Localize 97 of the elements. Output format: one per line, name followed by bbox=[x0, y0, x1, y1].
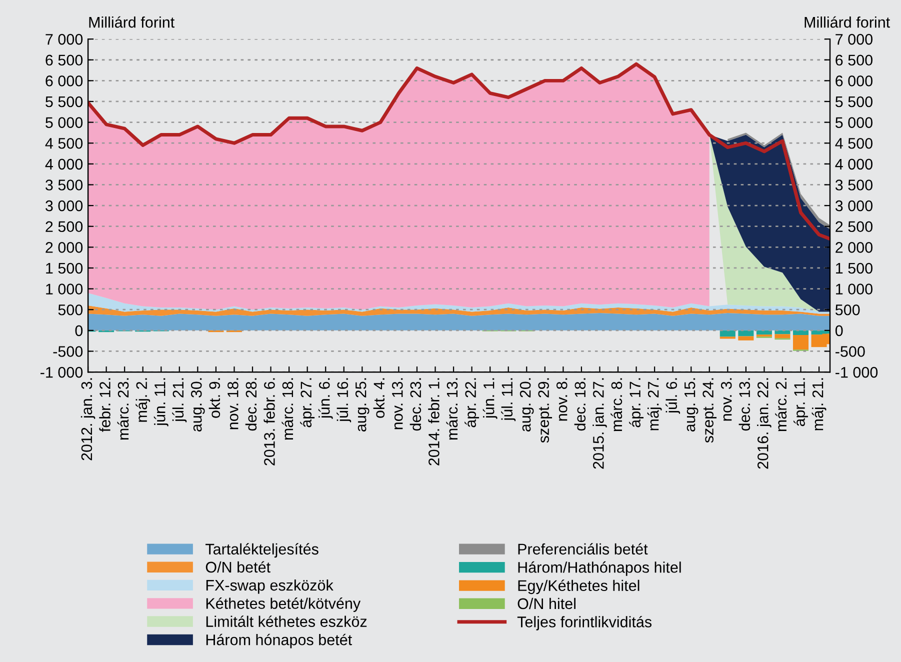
legend-label: O/N betét bbox=[206, 561, 270, 573]
x-tick-label: ápr. 17. bbox=[629, 378, 644, 428]
x-tick-label: 2012. jan. 3. bbox=[80, 378, 96, 460]
y-tick-label: 6 500 bbox=[46, 54, 83, 66]
y-tick-label: -500 bbox=[53, 346, 83, 357]
y2-tick-label: 5 000 bbox=[835, 117, 872, 128]
x-tick-label: máj. 27. bbox=[647, 378, 662, 430]
y-tick-label: 2 000 bbox=[46, 242, 83, 253]
legend-label: Egy/Kéthetes hitel bbox=[518, 580, 640, 594]
y2-tick-label: 4 000 bbox=[835, 158, 872, 170]
x-tick-label: 2015. jan. 27. bbox=[592, 378, 607, 469]
x-tick-label: szept. 29. bbox=[538, 378, 552, 443]
legend-label: Teljes forintlikviditás bbox=[517, 616, 652, 630]
x-tick-label: nov. 3. bbox=[720, 378, 732, 421]
x-tick-label: márc. 13. bbox=[446, 378, 458, 440]
y-tick-label: 2 500 bbox=[46, 221, 83, 232]
x-tick-label: aug. 20. bbox=[520, 378, 534, 432]
x-tick-label: nov. 8. bbox=[556, 378, 568, 421]
y-tick-label: 3 500 bbox=[46, 180, 83, 190]
x-tick-label: márc. 18. bbox=[282, 378, 294, 440]
legend-label: Három hónapos betét bbox=[206, 634, 352, 648]
x-tick-label: dec. 23. bbox=[410, 378, 422, 431]
x-tick-label: dec. 13. bbox=[738, 378, 750, 431]
y-tick-label: 1 000 bbox=[46, 284, 83, 294]
x-tick-label: jún. 6. bbox=[318, 378, 333, 419]
x-tick-label: aug. 15. bbox=[684, 378, 698, 432]
legend-label: Limitált kéthetes eszköz bbox=[206, 616, 367, 627]
y2-axis-title: Milliárd forint bbox=[804, 16, 890, 28]
y2-tick-label: -500 bbox=[836, 346, 865, 357]
y2-tick-label: 1 500 bbox=[836, 262, 872, 274]
x-tick-label: aug. 25. bbox=[355, 378, 370, 432]
y-tick-label: 6 000 bbox=[46, 76, 83, 86]
x-tick-label: okt. 4. bbox=[373, 378, 385, 418]
y2-tick-label: -1 000 bbox=[836, 366, 878, 378]
y2-tick-label: 6 500 bbox=[836, 54, 872, 66]
x-tick-label: nov. 13. bbox=[392, 378, 403, 430]
y-tick-label: 3 000 bbox=[46, 200, 83, 212]
y-tick-label: 7 000 bbox=[46, 34, 83, 45]
x-tick-label: aug. 30. bbox=[190, 378, 205, 432]
y2-tick-label: 3 000 bbox=[835, 200, 872, 212]
x-tick-label: márc. 2. bbox=[775, 378, 787, 432]
y2-tick-label: 500 bbox=[835, 304, 860, 316]
legend-label: O/N hitel bbox=[518, 598, 576, 610]
x-tick-label: júl. 11. bbox=[501, 378, 516, 422]
bar bbox=[720, 330, 736, 337]
x-tick-label: 2016. jan. 22. bbox=[757, 378, 772, 469]
y-tick-label: 1 500 bbox=[46, 262, 83, 274]
y-tick-label: 4 000 bbox=[45, 158, 83, 170]
y2-tick-label: 1 000 bbox=[836, 284, 872, 294]
y-tick-label: 4 500 bbox=[45, 138, 83, 149]
x-tick-label: jún. 11. bbox=[154, 378, 168, 426]
y-tick-label: -1 000 bbox=[40, 366, 83, 378]
y2-tick-label: 7 000 bbox=[836, 34, 872, 45]
y2-tick-label: 4 500 bbox=[835, 138, 872, 149]
y2-tick-label: 3 500 bbox=[835, 180, 872, 190]
line-series bbox=[88, 62, 830, 241]
x-tick-label: máj. 2. bbox=[136, 378, 150, 422]
x-tick-label: ápr. 27. bbox=[300, 378, 315, 428]
legend-label: Három/Hathónapos hitel bbox=[518, 561, 681, 576]
y-tick-label: 5 500 bbox=[46, 96, 83, 108]
legend-label: Kéthetes betét/kötvény bbox=[206, 598, 361, 612]
x-tick-label: máj. 21. bbox=[812, 378, 826, 430]
x-tick-label: nov. 18. bbox=[228, 378, 238, 430]
y2-tick-label: 6 000 bbox=[836, 76, 872, 86]
legend-label: Tartalékteljesítés bbox=[206, 543, 318, 558]
x-tick-label: ápr. 11. bbox=[794, 378, 808, 426]
bar bbox=[792, 330, 809, 335]
bar bbox=[774, 330, 790, 334]
x-tick-label: márc. 23. bbox=[117, 378, 129, 440]
x-tick-label: febr. 12. bbox=[99, 378, 110, 432]
x-tick-label: 2014. febr. 1. bbox=[428, 378, 440, 466]
bar bbox=[738, 336, 754, 340]
x-tick-label: júl. 6. bbox=[666, 378, 680, 414]
x-tick-label: szept. 24. bbox=[702, 378, 717, 443]
y2-tick-label: 5 500 bbox=[835, 96, 872, 108]
bar bbox=[774, 334, 790, 338]
x-tick-label: júl. 21. bbox=[172, 378, 187, 422]
y2-tick-label: 2 500 bbox=[836, 221, 872, 232]
bar bbox=[738, 330, 754, 336]
x-tick-label: márc. 8. bbox=[610, 378, 622, 432]
bar bbox=[792, 335, 809, 350]
y-tick-label: 500 bbox=[58, 304, 83, 316]
legend-label: Preferenciális betét bbox=[518, 543, 648, 555]
x-tick-label: ápr. 22. bbox=[464, 378, 480, 428]
x-tick-label: okt. 9. bbox=[208, 378, 220, 418]
y-axis-title: Milliárd forint bbox=[89, 16, 175, 28]
y-tick-label: 0 bbox=[75, 325, 83, 336]
x-tick-label: dec. 28. bbox=[245, 378, 257, 431]
x-tick-label: 2013. febr. 6. bbox=[264, 378, 275, 466]
x-tick-label: dec. 18. bbox=[574, 378, 586, 431]
y-tick-label: 5 000 bbox=[46, 117, 83, 128]
y2-tick-label: 0 bbox=[835, 325, 843, 336]
bar bbox=[756, 330, 772, 335]
x-tick-label: júl. 16. bbox=[336, 378, 352, 422]
y2-tick-label: 2 000 bbox=[836, 242, 872, 253]
x-tick-label: jún. 1. bbox=[482, 378, 498, 419]
legend-label: FX-swap eszközök bbox=[206, 579, 334, 594]
